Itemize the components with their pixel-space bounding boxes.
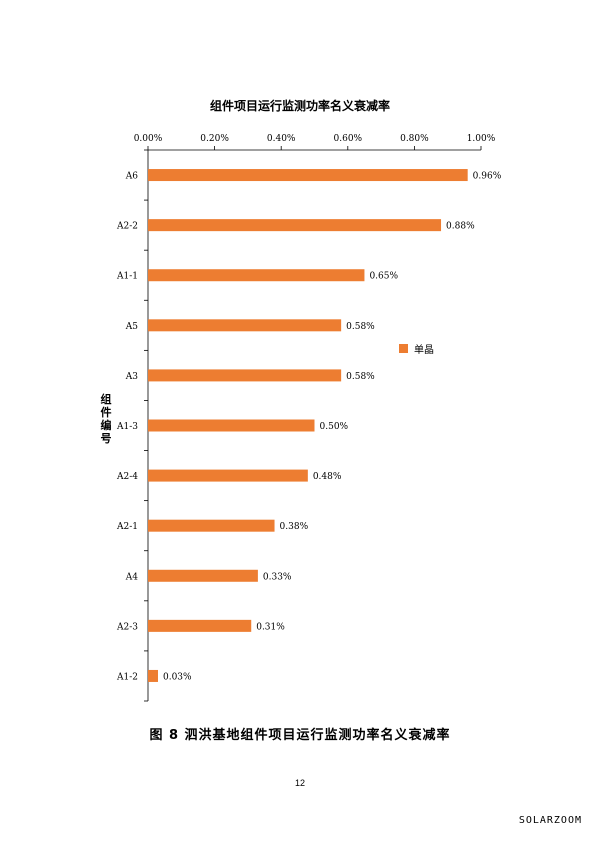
x-tick-label: 0.60% bbox=[334, 134, 363, 144]
watermark: SOLARZOOM bbox=[518, 815, 582, 826]
data-label: 0.88% bbox=[446, 222, 475, 232]
y-tick-label: A1-2 bbox=[116, 672, 138, 682]
legend-label: 单晶 bbox=[414, 345, 434, 356]
bar-a1-3 bbox=[148, 419, 315, 432]
x-tick-label: 0.20% bbox=[200, 134, 229, 144]
data-label: 0.33% bbox=[263, 572, 292, 582]
bar-a2-2 bbox=[148, 219, 442, 232]
x-tick-label: 0.40% bbox=[267, 134, 296, 144]
data-label: 0.96% bbox=[473, 172, 502, 182]
label-layer: 0.00% 0.20% 0.40% 0.60% 0.80% 1.00% A6 0.96% A2-… bbox=[116, 134, 502, 682]
bar-a4 bbox=[148, 569, 258, 582]
bar-a6 bbox=[148, 169, 468, 182]
bar-a1-1 bbox=[148, 269, 365, 282]
bar-a5 bbox=[148, 319, 342, 332]
data-label: 0.31% bbox=[256, 622, 285, 632]
data-label: 0.03% bbox=[163, 672, 192, 682]
y-tick-label: A1-3 bbox=[116, 422, 138, 432]
y-tick-label: A1-1 bbox=[116, 272, 138, 282]
bar-a2-3 bbox=[148, 619, 252, 632]
page-number: 12 bbox=[294, 778, 305, 788]
legend: 单晶 bbox=[399, 341, 434, 356]
y-tick-label: A4 bbox=[125, 572, 138, 582]
bar-a2-4 bbox=[148, 469, 308, 482]
bar-a2-1 bbox=[148, 519, 275, 532]
y-axis-label: 组件编号 bbox=[100, 393, 112, 445]
x-tick-label: 0.00% bbox=[134, 134, 163, 144]
data-label: 0.58% bbox=[346, 372, 375, 382]
y-tick-label: A2-3 bbox=[116, 622, 138, 632]
x-tick-label: 1.00% bbox=[467, 134, 496, 144]
chart-title: 组件项目运行监测功率名义衰减率 bbox=[209, 99, 390, 113]
data-label: 0.65% bbox=[369, 272, 398, 282]
data-label: 0.48% bbox=[313, 472, 342, 482]
figure-caption: 图 8 泗洪基地组件项目运行监测功率名义衰减率 bbox=[149, 728, 451, 743]
data-label: 0.38% bbox=[280, 522, 309, 532]
x-tick-label: 0.80% bbox=[400, 134, 429, 144]
data-label: 0.58% bbox=[346, 322, 375, 332]
y-tick-label: A3 bbox=[125, 372, 138, 382]
y-tick-label: A2-4 bbox=[116, 472, 138, 482]
y-tick-label: A2-2 bbox=[116, 222, 138, 232]
legend-swatch bbox=[399, 344, 408, 353]
y-tick-label: A6 bbox=[125, 172, 138, 182]
y-tick-label: A5 bbox=[125, 322, 138, 332]
bar-a3 bbox=[148, 369, 342, 382]
y-tick-label: A2-1 bbox=[116, 522, 138, 532]
data-label: 0.50% bbox=[320, 422, 349, 432]
bar-a1-2 bbox=[148, 669, 158, 682]
bar-layer bbox=[148, 169, 468, 682]
